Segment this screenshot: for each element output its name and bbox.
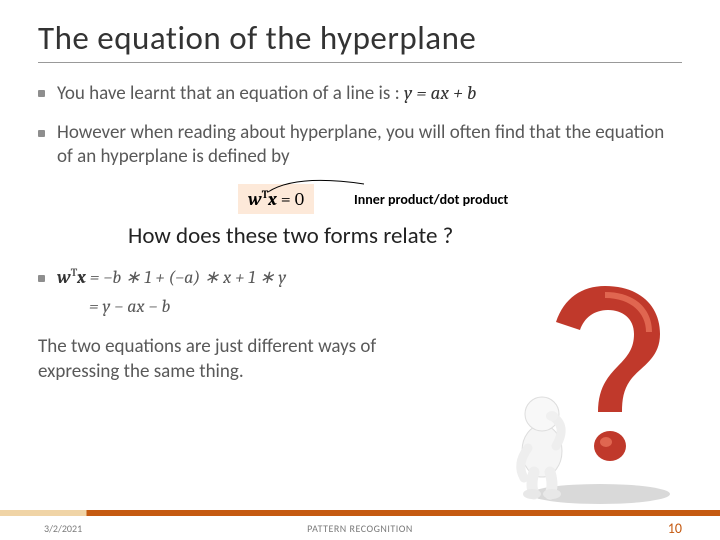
deriv-rest-1: = −b ∗ 1 + (−a) ∗ x + 1 ∗ y	[86, 267, 286, 288]
bullet-2-text: However when reading about hyperplane, y…	[57, 121, 682, 170]
bullet-1-math: y = ax + b	[404, 82, 476, 104]
equation-row: wTx = 0 Inner product/dot product	[38, 184, 682, 214]
bullet-1: You have learnt that an equation of a li…	[38, 81, 682, 107]
bullet-1-prefix: You have learnt that an equation of a li…	[57, 82, 404, 105]
bullet-1-text: You have learnt that an equation of a li…	[57, 81, 476, 107]
slide: The equation of the hyperplane You have …	[0, 0, 720, 540]
footer-date: 3/2/2021	[44, 522, 82, 535]
bullet-dot-icon	[38, 90, 45, 97]
derivation: wTx = −b ∗ 1 + (−a) ∗ x + 1 ∗ y = y − ax…	[57, 266, 286, 317]
bullet-dot-icon	[38, 130, 45, 137]
thinking-figure-icon	[490, 266, 690, 506]
eq-rhs: = 0	[277, 189, 304, 210]
bullet-dot-icon	[38, 275, 45, 282]
hyperplane-equation: wTx = 0	[238, 184, 314, 214]
footer: 3/2/2021 PATTERN RECOGNITION 10	[0, 516, 720, 540]
deriv-x: x	[77, 267, 86, 288]
deriv-w: w	[57, 267, 71, 288]
footer-page-number: 10	[668, 520, 682, 537]
derivation-line-1: wTx = −b ∗ 1 + (−a) ∗ x + 1 ∗ y	[57, 266, 286, 288]
eq-w: w	[248, 189, 262, 210]
footer-center: PATTERN RECOGNITION	[307, 522, 413, 535]
eq-x: x	[268, 189, 277, 210]
page-title: The equation of the hyperplane	[38, 18, 682, 63]
bullet-2: However when reading about hyperplane, y…	[38, 121, 682, 170]
annotation-label: Inner product/dot product	[354, 191, 508, 208]
question-text: How does these two forms relate ?	[128, 222, 682, 250]
conclusion-text: The two equations are just different way…	[38, 335, 398, 384]
derivation-line-2: = y − ax − b	[89, 296, 286, 317]
